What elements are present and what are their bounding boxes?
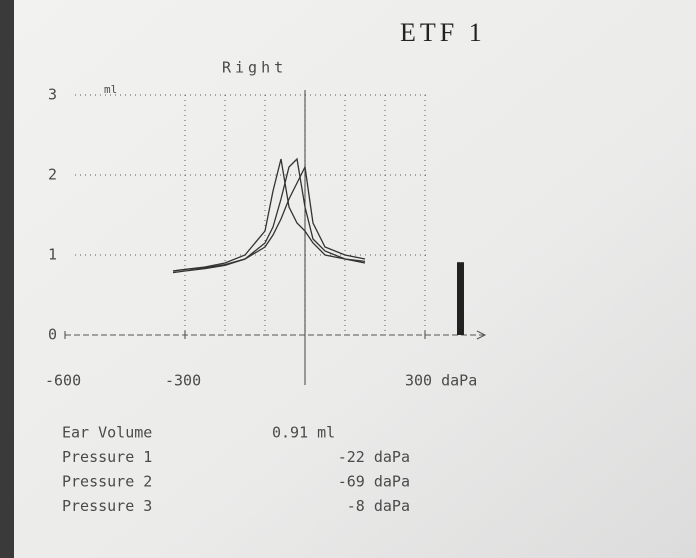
y-tick-label: 0 [48,326,57,344]
page: {"chart_data": { "type": "line", "title"… [0,0,696,558]
x-tick-label: -300 [165,372,201,390]
measurement-value: 0.91 ml [272,424,335,442]
measurement-label: Pressure 2 [62,473,152,491]
y-tick-label: 1 [48,246,57,264]
ear-volume-bar [457,262,464,335]
title: ETF 1 [400,18,486,47]
measurement-label: Pressure 1 [62,448,152,466]
paper-edge [0,0,14,558]
y-axis-label: ml [104,83,117,96]
x-tick-label: -600 [45,372,81,390]
measurement-value: -8 daPa [347,497,410,515]
measurement-label: Pressure 3 [62,497,152,515]
photo: ETF 1 Right ml 0 1 2 3 -600 -300 300 daPa Ear V… [0,0,696,558]
measurement-value: -22 daPa [338,448,410,466]
y-tick-label: 2 [48,166,57,184]
x-tick-label: 300 daPa [405,372,477,390]
subtitle: Right [222,59,287,77]
measurement-label: Ear Volume [62,424,152,442]
measurement-value: -69 daPa [338,473,410,491]
y-tick-label: 3 [48,86,57,104]
